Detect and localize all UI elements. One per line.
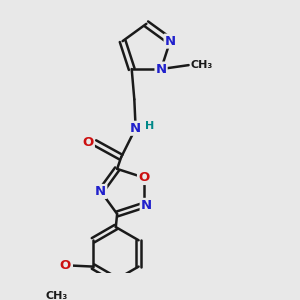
Text: N: N [155,63,167,76]
Text: N: N [95,185,106,198]
Text: O: O [82,136,94,149]
Text: N: N [130,122,141,135]
Text: O: O [60,259,71,272]
Text: CH₃: CH₃ [45,290,67,300]
Text: H: H [146,121,155,130]
Text: N: N [165,34,176,48]
Text: CH₃: CH₃ [191,60,213,70]
Text: O: O [138,171,149,184]
Text: N: N [141,199,152,212]
